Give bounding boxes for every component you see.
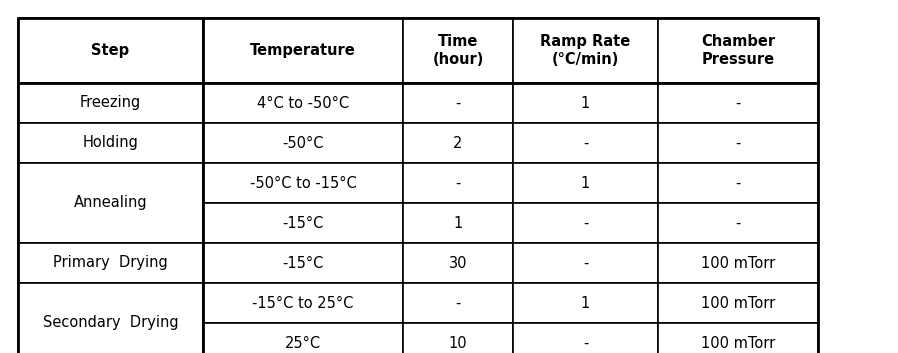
- Bar: [658, 283, 818, 323]
- Text: Primary  Drying: Primary Drying: [53, 256, 168, 270]
- Bar: [403, 18, 513, 83]
- Text: 100 mTorr: 100 mTorr: [700, 295, 775, 311]
- Text: -15°C: -15°C: [282, 256, 323, 270]
- Text: Time
(hour): Time (hour): [432, 34, 484, 67]
- Bar: [658, 18, 818, 83]
- Bar: [203, 243, 403, 283]
- Bar: [658, 243, 818, 283]
- Bar: [658, 123, 818, 163]
- Text: -: -: [455, 175, 461, 191]
- Bar: [513, 203, 658, 243]
- Text: 2: 2: [453, 136, 462, 150]
- Bar: [658, 163, 818, 203]
- Text: 10: 10: [449, 335, 467, 351]
- Bar: [18, 83, 203, 123]
- Text: -: -: [455, 295, 461, 311]
- Text: 25°C: 25°C: [285, 335, 321, 351]
- Bar: [203, 203, 403, 243]
- Text: 1: 1: [453, 215, 462, 231]
- Text: -: -: [583, 256, 588, 270]
- Bar: [513, 283, 658, 323]
- Bar: [403, 283, 513, 323]
- Bar: [658, 203, 818, 243]
- Text: 1: 1: [581, 175, 590, 191]
- Text: -: -: [583, 335, 588, 351]
- Text: 1: 1: [581, 96, 590, 110]
- Text: -: -: [583, 136, 588, 150]
- Bar: [513, 243, 658, 283]
- Text: 4°C to -50°C: 4°C to -50°C: [257, 96, 349, 110]
- Bar: [18, 163, 203, 243]
- Text: -50°C to -15°C: -50°C to -15°C: [250, 175, 357, 191]
- Bar: [203, 163, 403, 203]
- Text: 30: 30: [449, 256, 467, 270]
- Bar: [513, 18, 658, 83]
- Text: Annealing: Annealing: [74, 196, 147, 210]
- Text: Ramp Rate
(°C/min): Ramp Rate (°C/min): [541, 34, 630, 67]
- Bar: [203, 83, 403, 123]
- Text: -: -: [735, 175, 741, 191]
- Text: Freezing: Freezing: [80, 96, 141, 110]
- Text: Temperature: Temperature: [251, 43, 356, 58]
- Text: 100 mTorr: 100 mTorr: [700, 335, 775, 351]
- Bar: [658, 83, 818, 123]
- Text: -: -: [455, 96, 461, 110]
- Bar: [203, 323, 403, 353]
- Bar: [18, 283, 203, 353]
- Bar: [513, 323, 658, 353]
- Bar: [403, 163, 513, 203]
- Text: -50°C: -50°C: [282, 136, 324, 150]
- Bar: [403, 83, 513, 123]
- Bar: [18, 243, 203, 283]
- Text: -: -: [735, 136, 741, 150]
- Text: -: -: [583, 215, 588, 231]
- Text: Step: Step: [92, 43, 129, 58]
- Text: -: -: [735, 96, 741, 110]
- Text: 100 mTorr: 100 mTorr: [700, 256, 775, 270]
- Bar: [513, 83, 658, 123]
- Bar: [658, 323, 818, 353]
- Bar: [18, 18, 203, 83]
- Text: Chamber
Pressure: Chamber Pressure: [701, 34, 775, 67]
- Bar: [203, 283, 403, 323]
- Text: -: -: [735, 215, 741, 231]
- Text: Secondary  Drying: Secondary Drying: [43, 316, 179, 330]
- Text: -15°C: -15°C: [282, 215, 323, 231]
- Bar: [513, 123, 658, 163]
- Bar: [403, 123, 513, 163]
- Text: 1: 1: [581, 295, 590, 311]
- Bar: [18, 123, 203, 163]
- Bar: [403, 243, 513, 283]
- Text: Holding: Holding: [83, 136, 138, 150]
- Bar: [203, 123, 403, 163]
- Text: -15°C to 25°C: -15°C to 25°C: [252, 295, 354, 311]
- Bar: [18, 18, 818, 353]
- Bar: [403, 323, 513, 353]
- Bar: [203, 18, 403, 83]
- Bar: [513, 163, 658, 203]
- Bar: [403, 203, 513, 243]
